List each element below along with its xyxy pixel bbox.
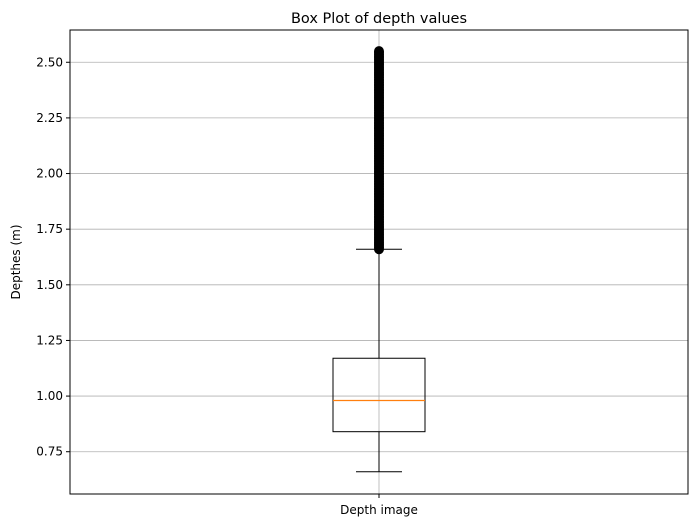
- chart-title: Box Plot of depth values: [291, 11, 467, 27]
- y-tick-label: 1.50: [36, 278, 63, 292]
- y-tick-label: 1.00: [36, 389, 63, 403]
- y-tick-label: 2.50: [36, 55, 63, 69]
- x-tick-label: Depth image: [340, 503, 418, 517]
- interquartile-box: [332, 357, 426, 433]
- plot-area: [332, 46, 426, 473]
- axis-ticks: 0.75 1.00 1.25 1.50 1.75 2.00 2.25 2.50 Depth im…: [36, 55, 418, 517]
- y-tick-label: 1.75: [36, 222, 63, 236]
- y-tick-label: 2.25: [36, 111, 63, 125]
- y-tick-label: 0.75: [36, 445, 63, 459]
- y-axis-label: Depthes (m): [9, 224, 23, 299]
- outlier-point: [374, 46, 384, 57]
- outlier-points: [374, 46, 384, 255]
- y-tick-label: 2.00: [36, 167, 63, 181]
- y-tick-label: 1.25: [36, 333, 63, 347]
